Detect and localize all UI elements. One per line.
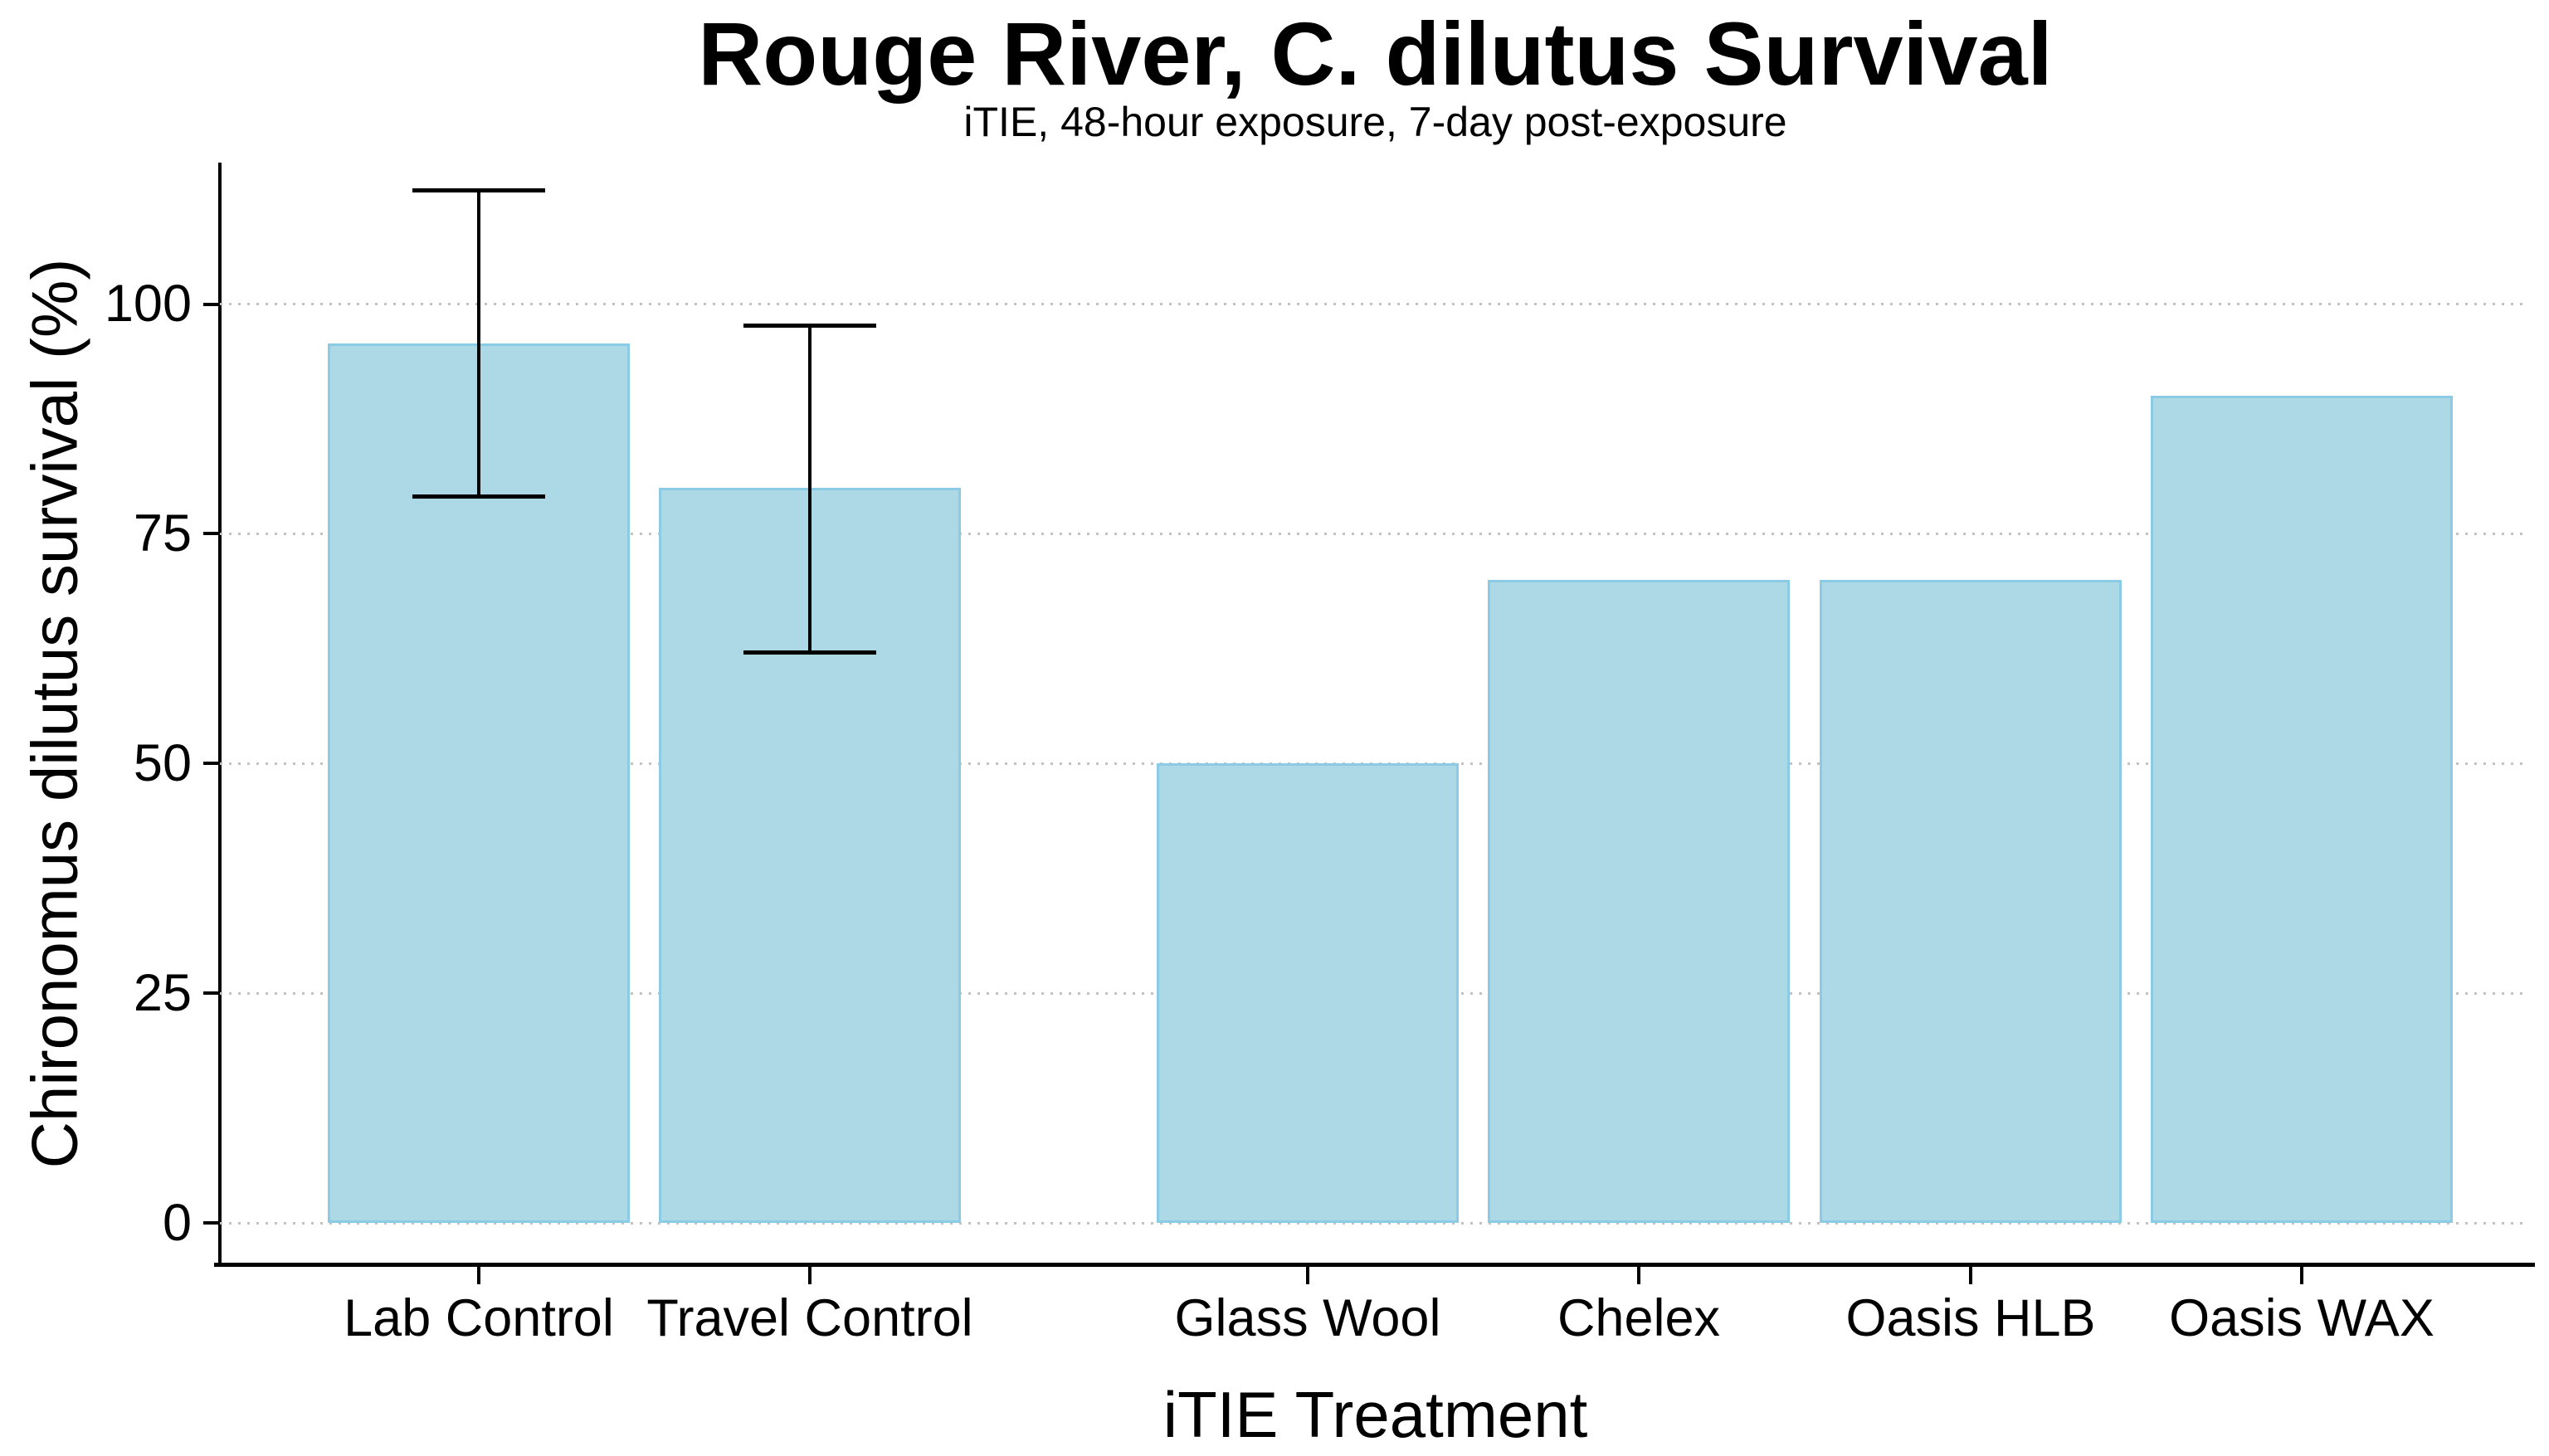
y-tick-0 xyxy=(203,1221,218,1225)
y-tick-label-75: 75 xyxy=(133,504,192,562)
x-tick-travel-control xyxy=(808,1267,811,1284)
error-cap-bottom-lab-control xyxy=(412,494,545,499)
x-tick-oasis-wax xyxy=(2300,1267,2303,1284)
bar-glass-wool xyxy=(1157,763,1459,1223)
x-tick-glass-wool xyxy=(1306,1267,1309,1284)
x-tick-label-travel-control: Travel Control xyxy=(646,1289,973,1347)
y-tick-label-100: 100 xyxy=(104,275,192,334)
x-axis-title: iTIE Treatment xyxy=(1162,1378,1588,1451)
x-tick-label-glass-wool: Glass Wool xyxy=(1174,1289,1441,1347)
chart-title: Rouge River, C. dilutus Survival xyxy=(698,3,2053,104)
y-tick-label-50: 50 xyxy=(133,733,192,792)
y-tick-label-25: 25 xyxy=(133,963,192,1022)
x-tick-label-lab-control: Lab Control xyxy=(344,1289,614,1347)
y-tick-label-0: 0 xyxy=(162,1193,192,1252)
bar-oasis-wax xyxy=(2151,396,2453,1223)
y-tick-50 xyxy=(203,762,218,766)
x-tick-oasis-hlb xyxy=(1969,1267,1972,1284)
y-axis-title: Chironomus dilutus survival (%) xyxy=(17,258,91,1169)
x-tick-label-oasis-wax: Oasis WAX xyxy=(2169,1289,2434,1347)
y-tick-75 xyxy=(203,532,218,536)
error-cap-bottom-travel-control xyxy=(743,650,876,655)
x-tick-label-oasis-hlb: Oasis HLB xyxy=(1845,1289,2096,1347)
error-bar-lab-control xyxy=(477,190,480,497)
y-tick-100 xyxy=(203,302,218,306)
error-cap-top-lab-control xyxy=(412,188,545,192)
bar-oasis-hlb xyxy=(1820,580,2122,1223)
error-cap-top-travel-control xyxy=(743,324,876,328)
gridline-75 xyxy=(220,532,2528,535)
x-tick-chelex xyxy=(1637,1267,1640,1284)
x-tick-lab-control xyxy=(477,1267,480,1284)
y-axis-line xyxy=(218,163,222,1267)
x-tick-label-chelex: Chelex xyxy=(1557,1289,1721,1347)
chart-subtitle: iTIE, 48-hour exposure, 7-day post-expos… xyxy=(963,99,1787,145)
error-bar-travel-control xyxy=(808,325,811,653)
bar-travel-control xyxy=(659,488,961,1223)
y-tick-25 xyxy=(203,991,218,996)
plot-area: 0 25 50 75 100 Lab Control Travel Control Glass… xyxy=(105,163,2531,1346)
gridline-0 xyxy=(220,1221,2528,1225)
gridline-100 xyxy=(220,303,2528,306)
bar-chelex xyxy=(1488,580,1790,1223)
x-axis-line xyxy=(214,1263,2535,1267)
